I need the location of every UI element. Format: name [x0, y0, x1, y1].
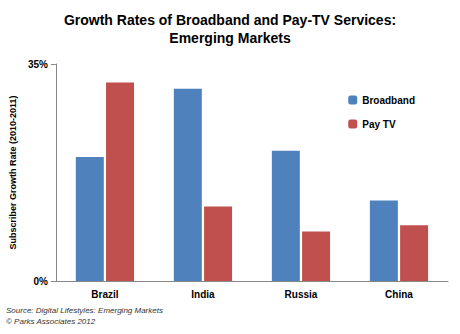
svg-text:Brazil: Brazil — [91, 289, 118, 300]
svg-text:China: China — [385, 289, 413, 300]
svg-text:Subscriber Growth Rate (2010-2: Subscriber Growth Rate (2010-2011) — [8, 95, 18, 249]
svg-text:0%: 0% — [33, 276, 48, 287]
svg-text:Broadband: Broadband — [362, 95, 415, 106]
svg-text:Growth Rates of Broadband and: Growth Rates of Broadband and Pay-TV Ser… — [64, 12, 396, 28]
svg-text:India: India — [191, 289, 215, 300]
svg-text:35%: 35% — [28, 59, 48, 70]
svg-text:© Parks Associates 2012: © Parks Associates 2012 — [6, 317, 96, 326]
svg-text:Source: Digital Lifestyles: Em: Source: Digital Lifestyles: Emerging Mar… — [6, 306, 163, 315]
svg-text:Emerging Markets: Emerging Markets — [169, 30, 291, 46]
svg-text:Pay TV: Pay TV — [362, 119, 396, 130]
svg-text:Russia: Russia — [285, 289, 318, 300]
